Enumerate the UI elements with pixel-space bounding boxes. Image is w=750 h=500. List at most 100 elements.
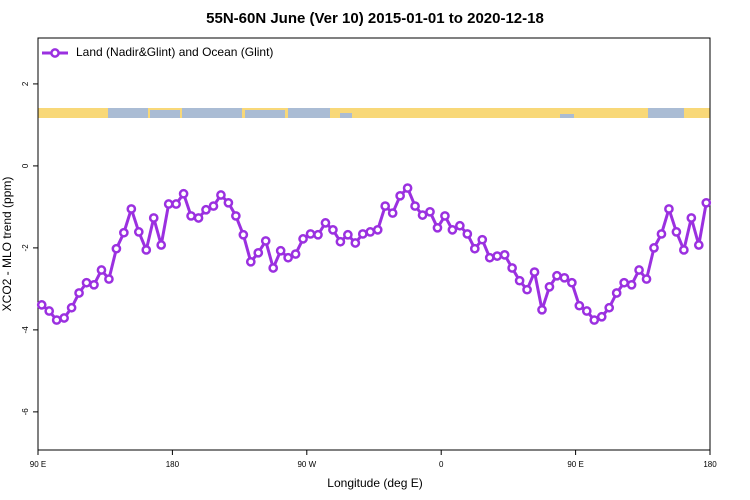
point	[507, 263, 517, 273]
point	[231, 211, 241, 221]
point	[693, 240, 704, 250]
point	[589, 315, 600, 325]
point	[395, 190, 405, 201]
point	[66, 302, 77, 313]
point	[193, 213, 204, 223]
point	[245, 256, 256, 267]
point	[141, 245, 152, 255]
x-tick-label: 90 E	[567, 460, 583, 469]
point	[283, 252, 293, 263]
point	[208, 201, 219, 211]
point	[641, 274, 652, 284]
point	[290, 249, 301, 259]
point	[611, 288, 622, 298]
land-ocean-strip	[38, 108, 710, 118]
point	[604, 302, 615, 313]
point	[462, 229, 473, 239]
point	[410, 201, 420, 211]
y-axis-label: XCO2 - MLO trend (ppm)	[0, 177, 14, 312]
point	[51, 315, 62, 325]
point	[148, 213, 159, 223]
point	[574, 300, 585, 311]
point	[216, 190, 226, 200]
chart-title: 55N-60N June (Ver 10) 2015-01-01 to 2020…	[206, 10, 544, 27]
point	[380, 201, 391, 211]
point	[559, 272, 570, 283]
y-tick-label: -6	[21, 408, 30, 416]
x-tick-label: 0	[439, 460, 444, 469]
point	[223, 197, 234, 208]
point	[238, 229, 249, 240]
point	[365, 227, 376, 237]
point	[567, 277, 577, 288]
point	[701, 197, 712, 208]
point	[656, 229, 667, 239]
point	[186, 211, 196, 221]
point	[596, 311, 607, 322]
point	[671, 227, 682, 237]
point	[417, 210, 428, 220]
point	[432, 222, 443, 233]
point	[581, 306, 592, 316]
point	[253, 247, 264, 258]
point	[343, 229, 353, 240]
point	[328, 225, 338, 235]
point	[522, 284, 532, 295]
point	[44, 306, 55, 316]
point	[626, 279, 637, 290]
point	[552, 270, 562, 281]
point	[619, 277, 629, 288]
point	[649, 243, 659, 253]
point	[447, 225, 458, 235]
point	[275, 245, 286, 256]
point	[178, 188, 189, 199]
point	[96, 265, 107, 275]
point	[544, 281, 555, 292]
point	[634, 265, 644, 275]
legend-label: Land (Nadir&Glint) and Ocean (Glint)	[76, 45, 273, 59]
point	[268, 263, 279, 273]
point	[357, 229, 368, 239]
point	[679, 245, 689, 255]
point	[686, 213, 697, 223]
x-tick-label: 180	[166, 460, 180, 469]
point	[260, 236, 271, 246]
x-tick-label: 90 E	[30, 460, 46, 469]
point	[111, 243, 122, 254]
y-tick-label: 2	[21, 81, 30, 86]
point	[81, 277, 92, 288]
y-tick-label: 0	[21, 163, 30, 168]
y-tick-label: -4	[21, 326, 30, 334]
plot-frame	[37, 37, 711, 451]
point	[372, 225, 383, 235]
y-tick-label: -2	[21, 244, 30, 252]
point	[484, 252, 495, 263]
point	[499, 250, 510, 260]
point	[440, 211, 450, 221]
point	[171, 199, 181, 209]
point	[387, 208, 398, 218]
point	[305, 229, 316, 239]
point	[59, 313, 69, 323]
point	[104, 274, 114, 284]
x-tick-label: 180	[703, 460, 717, 469]
point	[126, 204, 137, 214]
point	[350, 238, 361, 248]
point	[320, 218, 331, 228]
point	[133, 227, 144, 237]
point	[402, 183, 413, 193]
point	[455, 220, 465, 231]
point	[36, 300, 47, 310]
x-axis-label: Longitude (deg E)	[327, 476, 422, 490]
point	[664, 204, 674, 214]
point	[201, 204, 211, 215]
point	[537, 304, 547, 315]
x-tick-label: 90 W	[297, 460, 316, 469]
series-line	[40, 186, 708, 322]
point	[313, 229, 323, 240]
point	[492, 251, 503, 261]
point	[335, 236, 346, 247]
point	[469, 243, 480, 254]
point	[425, 206, 435, 217]
